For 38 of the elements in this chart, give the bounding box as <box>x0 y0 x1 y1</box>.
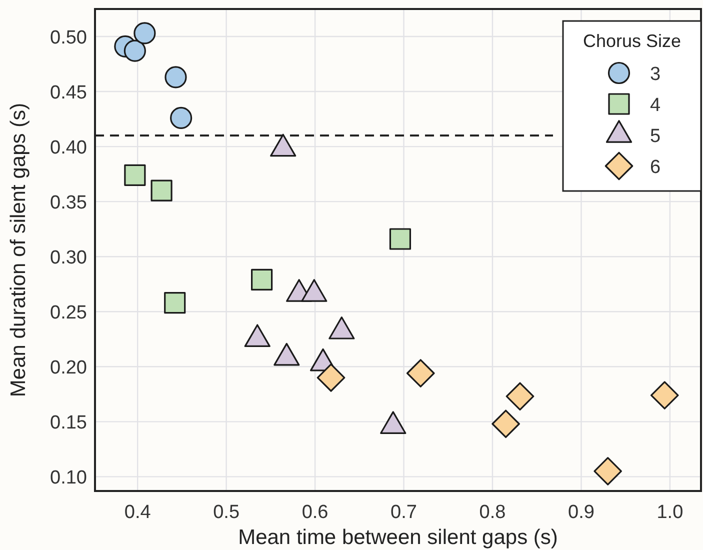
x-tick-label: 0.9 <box>568 502 594 523</box>
point <box>316 364 346 392</box>
y-tick-label: 0.50 <box>50 28 87 49</box>
point <box>170 106 192 129</box>
x-tick-label: 0.7 <box>390 502 417 523</box>
point <box>492 410 520 438</box>
point <box>594 457 622 486</box>
x-tick-label: 1.0 <box>656 502 684 523</box>
x-tick-label: 0.4 <box>124 502 152 523</box>
y-tick-label: 0.10 <box>50 468 87 489</box>
point <box>389 228 412 250</box>
legend-title: Chorus Size <box>582 31 682 51</box>
x-tick-label: 0.5 <box>213 502 240 523</box>
point <box>124 40 146 62</box>
x-tick-label: 0.8 <box>479 502 506 523</box>
x-axis-title: Mean time between silent gaps (s) <box>238 526 558 549</box>
y-tick-label: 0.45 <box>50 82 87 104</box>
legend-label: 6 <box>650 157 661 178</box>
y-tick-label: 0.40 <box>50 138 87 159</box>
point <box>251 268 273 291</box>
point <box>164 292 186 314</box>
point <box>506 382 534 411</box>
y-tick-label: 0.25 <box>50 302 87 324</box>
x-tick-label: 0.6 <box>302 502 328 523</box>
point <box>150 180 172 202</box>
y-tick-label: 0.35 <box>50 192 87 214</box>
legend-label: 5 <box>650 126 661 147</box>
legend-label: 4 <box>650 95 661 116</box>
point <box>650 381 679 410</box>
y-tick-label: 0.30 <box>50 248 87 269</box>
y-tick-label: 0.15 <box>50 412 87 434</box>
point <box>124 164 146 186</box>
point <box>406 359 435 388</box>
point <box>134 22 156 44</box>
legend-label: 3 <box>650 64 661 85</box>
y-axis-title: Mean duration of silent gaps (s) <box>7 102 30 398</box>
point <box>164 66 187 88</box>
y-tick-label: 0.20 <box>50 358 87 379</box>
